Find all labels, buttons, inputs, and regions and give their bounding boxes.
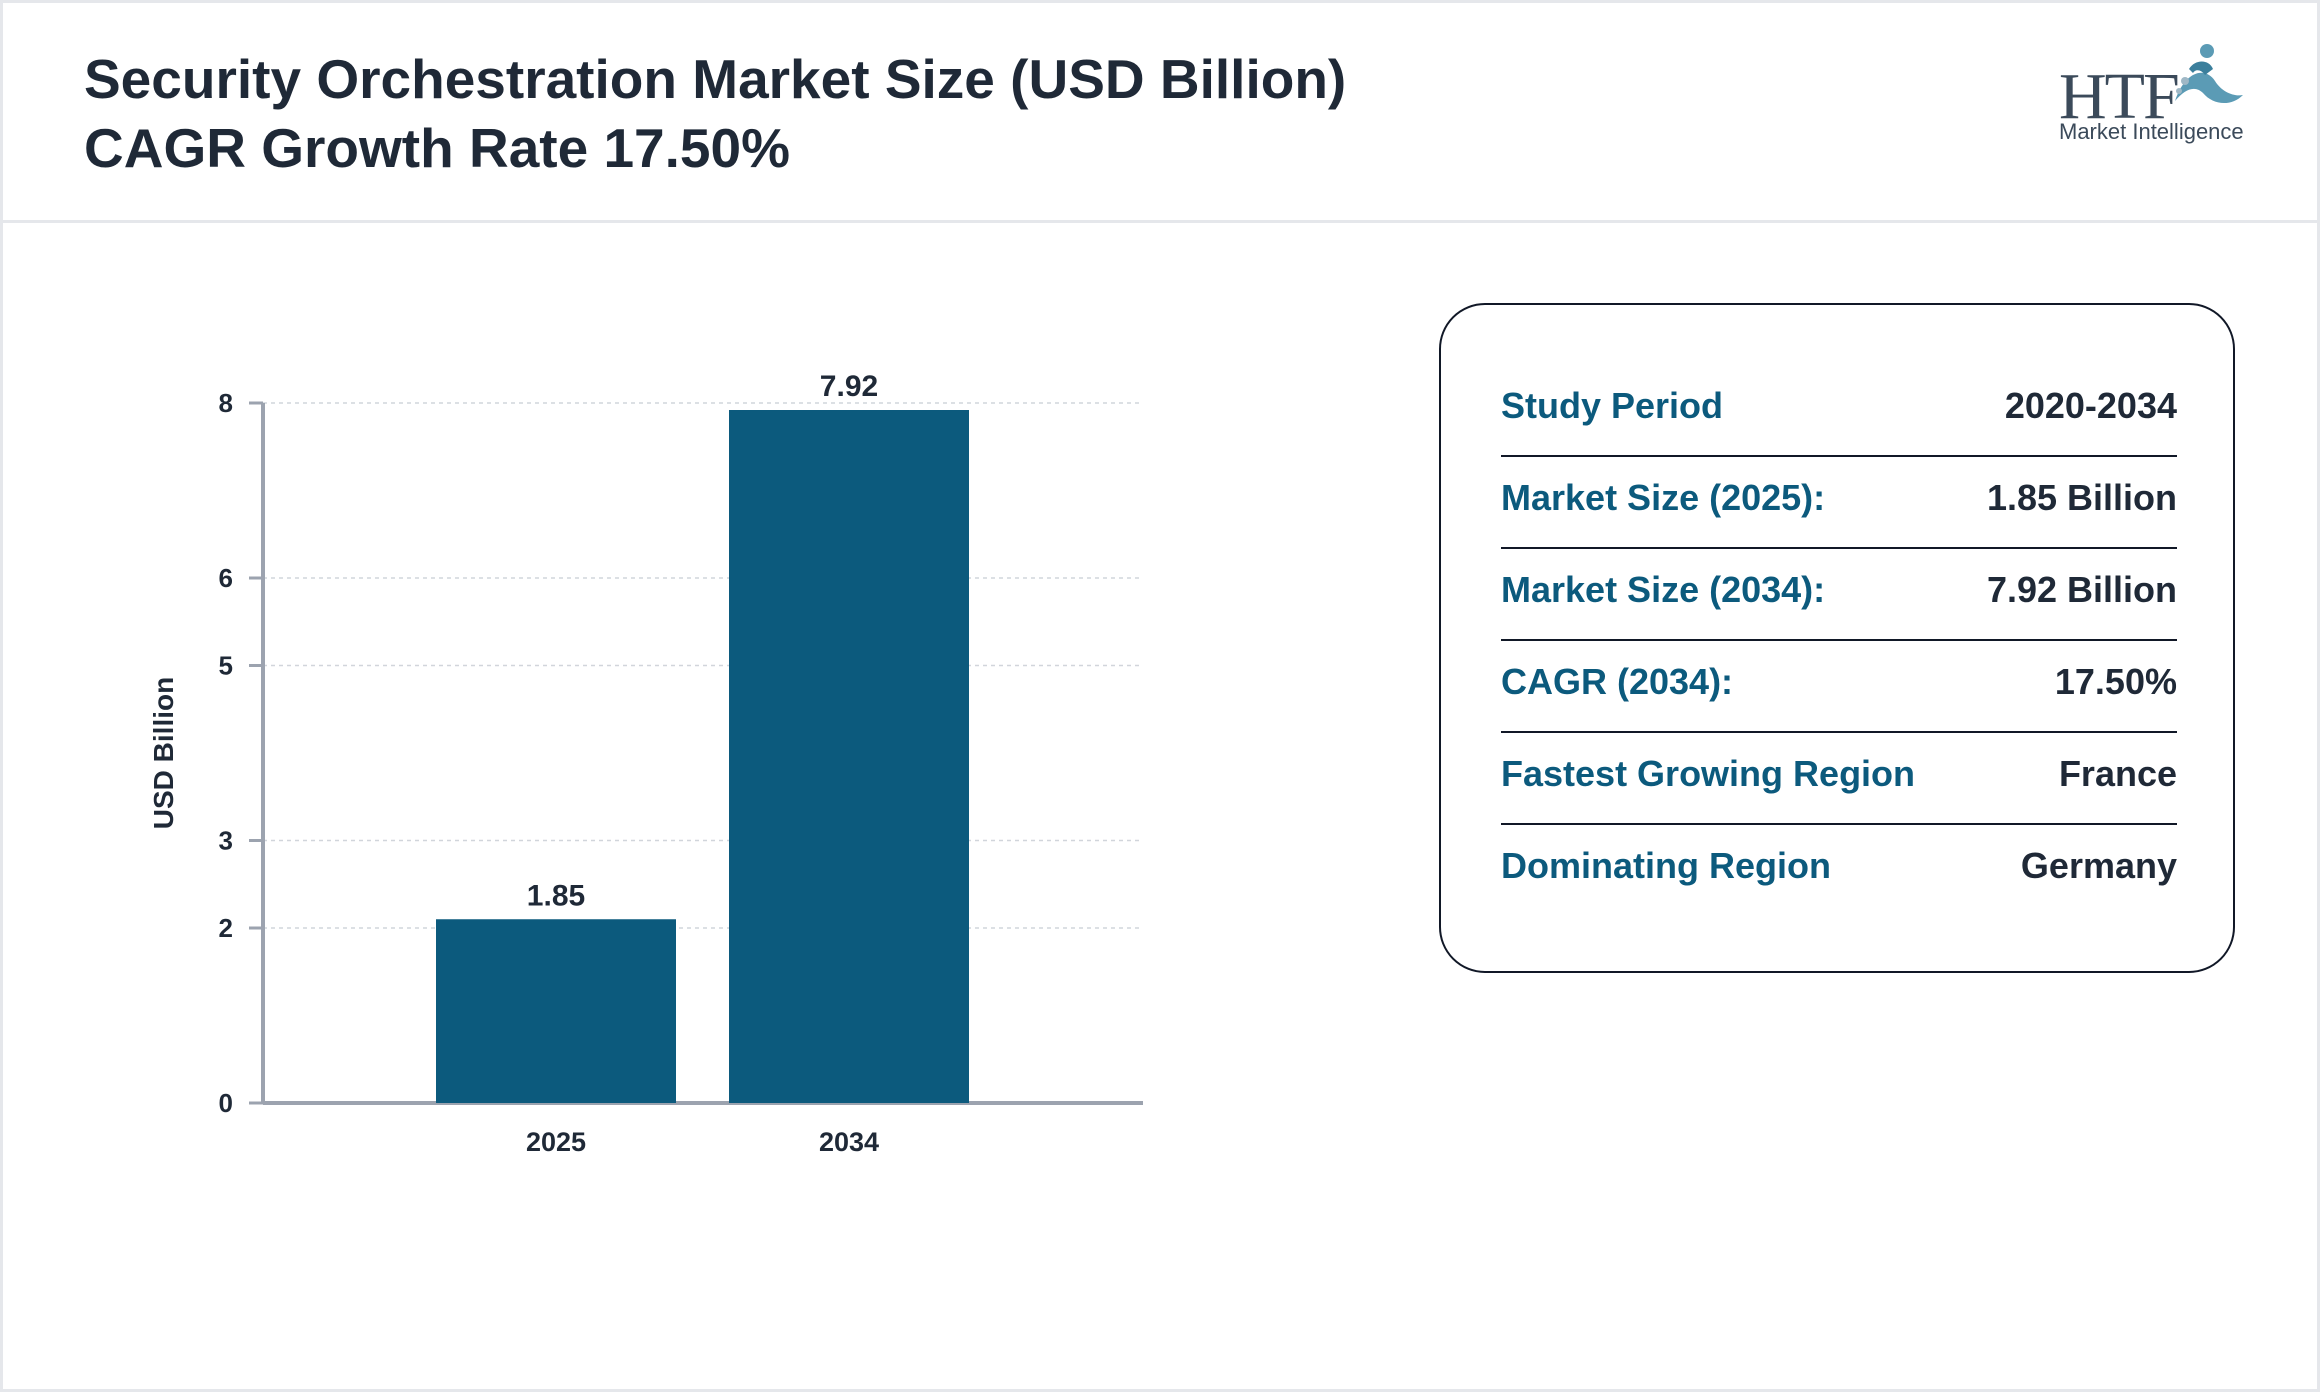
page-subtitle: CAGR Growth Rate 17.50%	[84, 117, 791, 179]
info-row-fastest-growing-region: Fastest Growing Region France	[1501, 731, 2177, 825]
bar-2034	[729, 410, 969, 1103]
bar-2025	[436, 919, 676, 1103]
x-tick-label: 2025	[526, 1127, 586, 1157]
x-tick-label: 2034	[819, 1127, 879, 1157]
info-label: Dominating Region	[1501, 845, 1831, 886]
htf-logo: HTF Market Intelligence	[2055, 41, 2245, 151]
logo-tagline: Market Intelligence	[2059, 119, 2244, 144]
info-label: CAGR (2034):	[1501, 661, 1734, 702]
info-value: 2020-2034	[2004, 385, 2177, 426]
info-value: Germany	[2020, 845, 2177, 886]
y-tick-label: 5	[219, 651, 233, 681]
y-tick-label: 2	[219, 913, 233, 943]
info-label: Market Size (2034):	[1501, 569, 1826, 610]
y-tick-label: 6	[219, 563, 233, 593]
info-row-market-size-2034: Market Size (2034): 7.92 Billion	[1501, 547, 2177, 641]
y-axis-title: USD Billion	[148, 677, 179, 829]
data-label: 7.92	[820, 370, 878, 403]
y-tick-label: 0	[219, 1088, 233, 1118]
info-row-dominating-region: Dominating Region Germany	[1501, 823, 2177, 915]
info-value: 17.50%	[2054, 661, 2177, 702]
info-row-cagr: CAGR (2034): 17.50%	[1501, 639, 2177, 733]
market-info-card: Study Period 2020-2034 Market Size (2025…	[1439, 303, 2235, 973]
info-value: 1.85 Billion	[1986, 477, 2177, 518]
y-tick-label: 3	[219, 826, 233, 856]
info-label: Market Size (2025):	[1501, 477, 1826, 518]
info-label: Fastest Growing Region	[1501, 753, 1916, 794]
info-label: Study Period	[1501, 385, 1724, 426]
page-title: Security Orchestration Market Size (USD …	[84, 48, 1347, 110]
logo-brand: HTF	[2059, 60, 2180, 133]
info-row-market-size-2025: Market Size (2025): 1.85 Billion	[1501, 455, 2177, 549]
info-value: France	[2058, 753, 2177, 794]
y-tick-label: 8	[219, 388, 233, 418]
htf-figure-logo-icon	[2175, 44, 2243, 104]
bar-chart: 0 2 3 5 6 8 USD Billion 1.85 2025 7.92 2034	[148, 370, 1143, 1157]
data-label: 1.85	[527, 879, 585, 912]
info-row-study-period: Study Period 2020-2034	[1501, 363, 2177, 457]
info-value: 7.92 Billion	[1986, 569, 2177, 610]
header: Security Orchestration Market Size (USD …	[3, 3, 2317, 223]
